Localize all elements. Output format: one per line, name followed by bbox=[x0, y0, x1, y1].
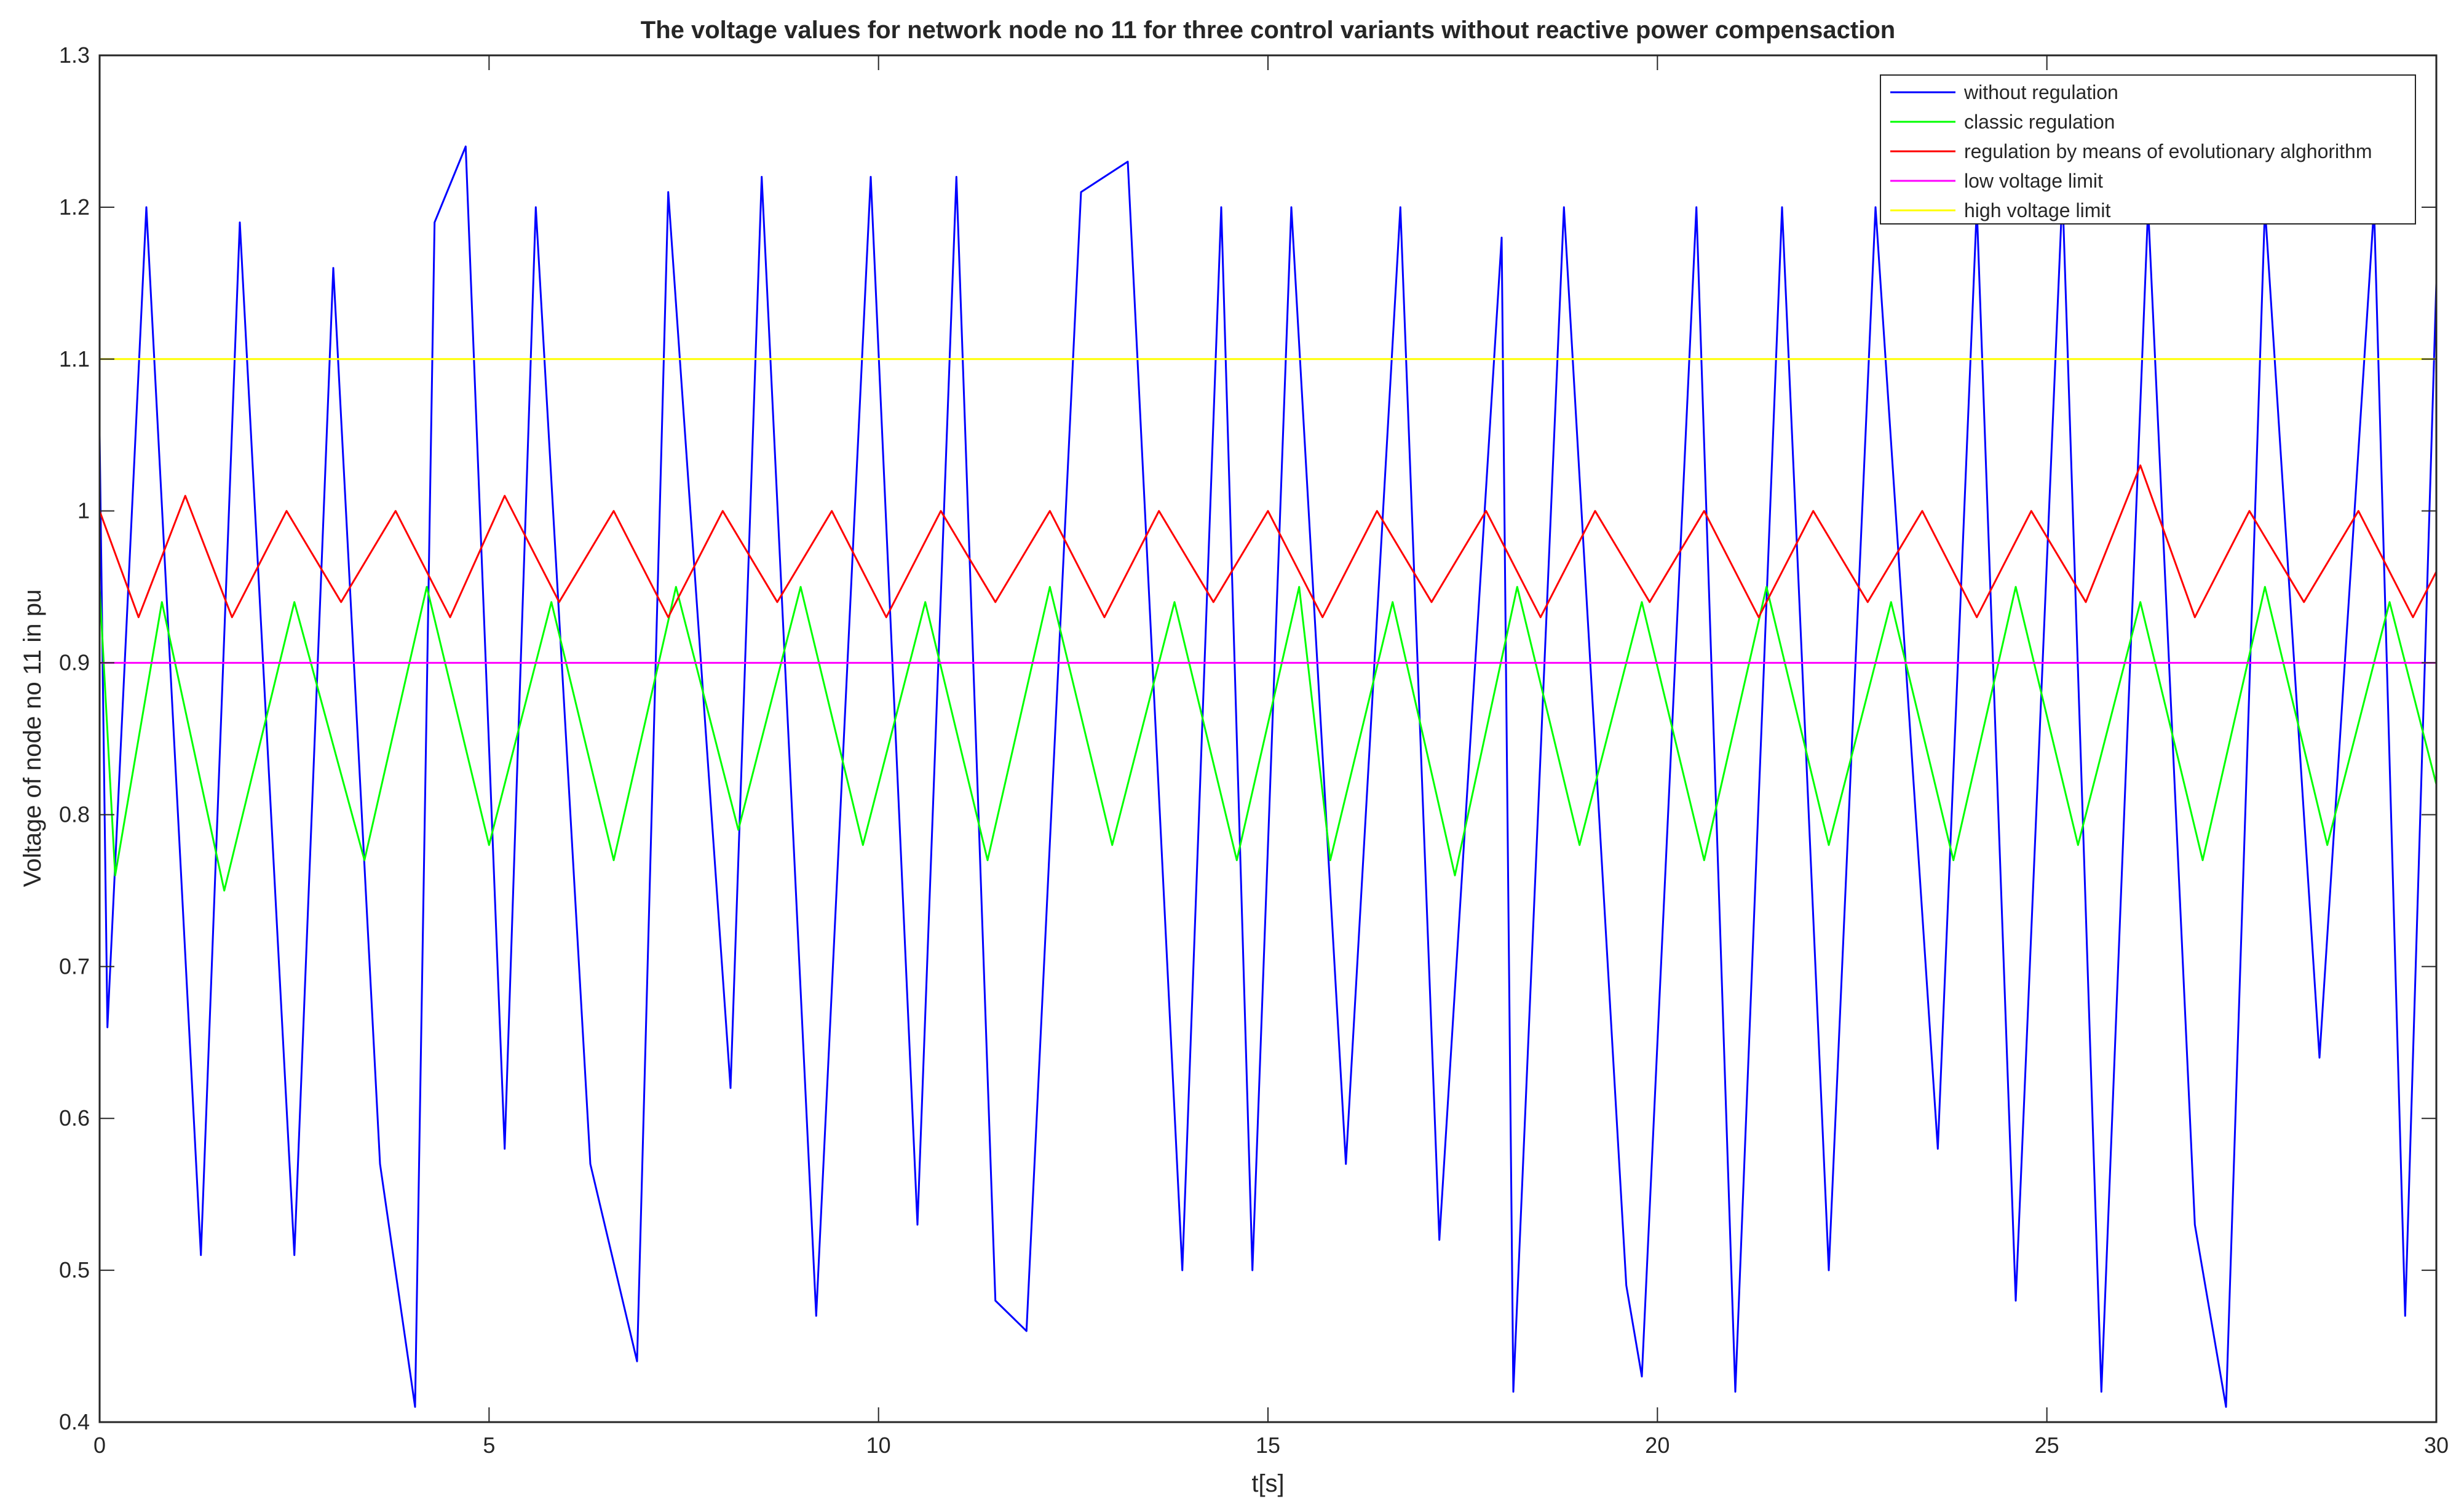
legend-label-classic-regulation: classic regulation bbox=[1964, 111, 2115, 133]
chart-title: The voltage values for network node no 1… bbox=[641, 17, 1895, 44]
legend-label-without-regulation: without regulation bbox=[1963, 81, 2118, 103]
y-tick-label: 1.1 bbox=[59, 346, 90, 372]
y-tick-label: 1 bbox=[77, 498, 90, 523]
y-tick-label: 0.9 bbox=[59, 650, 90, 675]
y-tick-label: 1.3 bbox=[59, 42, 90, 68]
legend-items: without regulation classic regulation regu… bbox=[1890, 81, 2372, 221]
x-tick-label: 10 bbox=[866, 1433, 891, 1458]
axes-box bbox=[98, 54, 2438, 1423]
y-tick-label: 1.2 bbox=[59, 194, 90, 220]
y-tick-label: 0.4 bbox=[59, 1409, 90, 1434]
series-line-without-regulation bbox=[100, 145, 2436, 1408]
x-tick-label: 5 bbox=[483, 1433, 495, 1458]
legend: without regulation classic regulation regu… bbox=[1880, 74, 2416, 225]
y-tick-label: 0.6 bbox=[59, 1105, 90, 1131]
legend-label-high-voltage-limit: high voltage limit bbox=[1964, 199, 2110, 221]
x-tick-label: 20 bbox=[1645, 1433, 1670, 1458]
series-layer bbox=[100, 145, 2436, 1408]
ticks-layer: 0 5 10 15 20 25 30 0.4 0.5 0.6 0.7 0.8 0.9 1 1.1 1.2 1.3 bbox=[59, 42, 2449, 1458]
x-tick-label: 25 bbox=[2035, 1433, 2059, 1458]
legend-label-evolutionary-regulation: regulation by means of evolutionary algh… bbox=[1964, 140, 2372, 162]
series-line-evolutionary-regulation bbox=[100, 464, 2436, 618]
legend-box bbox=[1880, 74, 2416, 225]
y-tick-label: 0.5 bbox=[59, 1257, 90, 1282]
plot-area: 0 5 10 15 20 25 30 0.4 0.5 0.6 0.7 0.8 0.9 1 1.1 1.2 1.3 bbox=[59, 42, 2449, 1458]
y-tick-label: 0.8 bbox=[59, 801, 90, 827]
y-tick-label: 0.7 bbox=[59, 953, 90, 979]
x-tick-label: 30 bbox=[2424, 1433, 2449, 1458]
y-axis-label: Voltage of node no 11 in pu bbox=[19, 589, 46, 887]
x-axis-label: t[s] bbox=[1251, 1470, 1284, 1497]
axes-frame bbox=[98, 54, 2438, 1423]
x-tick-label: 0 bbox=[93, 1433, 106, 1458]
x-tick-label: 15 bbox=[1256, 1433, 1280, 1458]
series-line-classic-regulation bbox=[100, 586, 2436, 892]
legend-label-low-voltage-limit: low voltage limit bbox=[1964, 170, 2103, 192]
